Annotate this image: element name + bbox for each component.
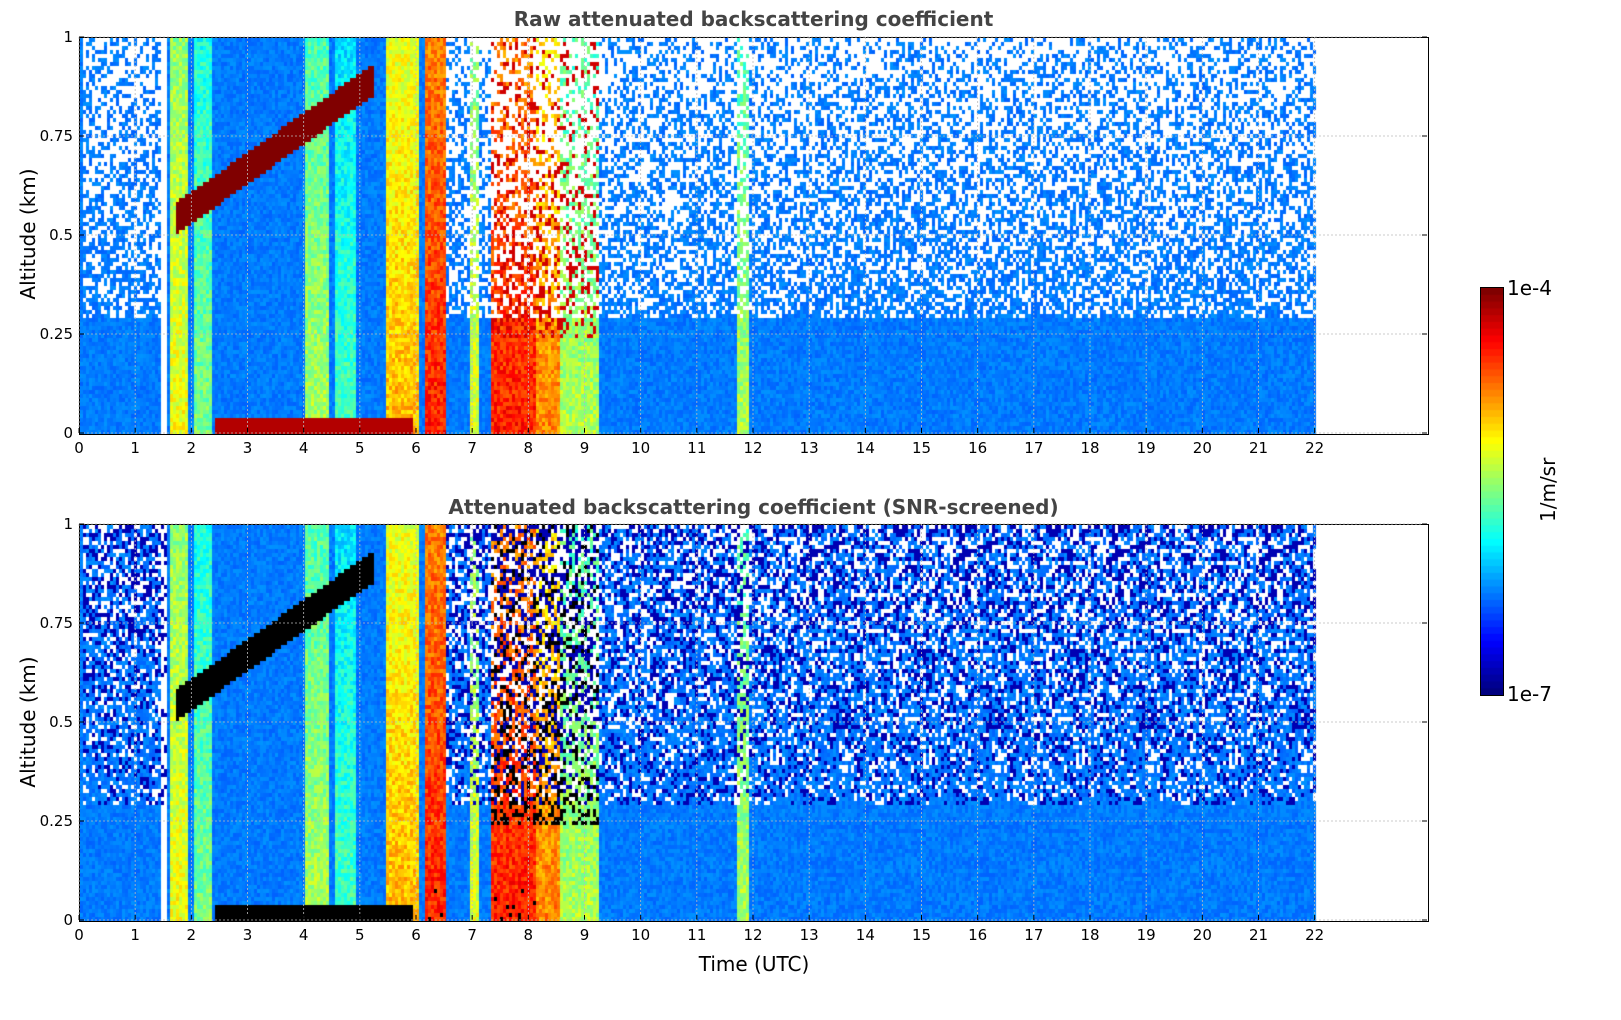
x-tick-label: 8: [523, 439, 534, 457]
x-tick-label: 15: [911, 926, 932, 944]
y-tick-label: 0: [63, 911, 73, 929]
panel2-plot-area: [79, 524, 1429, 922]
x-tick-label: 17: [1024, 926, 1044, 944]
colorbar-max-label: 1e-4: [1507, 276, 1552, 300]
x-tick-label: 21: [1248, 926, 1269, 944]
x-tick-label: 2: [186, 926, 197, 944]
panel1-title: Raw attenuated backscattering coefficien…: [513, 7, 994, 31]
panel2-title: Attenuated backscattering coefficient (S…: [448, 495, 1059, 519]
colorbar-min-label: 1e-7: [1507, 682, 1552, 706]
x-tick-label: 9: [579, 439, 590, 457]
colorbar-gradient: [1481, 288, 1503, 695]
x-tick-label: 4: [298, 439, 309, 457]
x-tick-label: 2: [186, 439, 197, 457]
x-tick-label: 3: [242, 439, 253, 457]
x-tick-label: 18: [1080, 439, 1100, 457]
x-tick-label: 13: [799, 439, 819, 457]
x-tick-label: 22: [1305, 439, 1325, 457]
x-tick-label: 8: [523, 926, 534, 944]
x-tick-label: 20: [1192, 439, 1212, 457]
y-tick-label: 0: [63, 424, 73, 442]
x-tick-label: 5: [355, 439, 365, 457]
x-tick-label: 20: [1192, 926, 1212, 944]
x-tick-label: 1: [130, 439, 140, 457]
y-tick-label: 0.5: [49, 713, 73, 731]
x-tick-label: 7: [467, 926, 477, 944]
x-tick-label: 9: [579, 926, 590, 944]
y-tick-label: 0.75: [39, 614, 73, 632]
panel2-heatmap: [80, 525, 1428, 921]
panel2-xlabel: Time (UTC): [698, 952, 810, 976]
x-tick-label: 11: [687, 439, 707, 457]
panel1-heatmap: [80, 38, 1428, 434]
x-tick-label: 6: [411, 926, 421, 944]
x-tick-label: 16: [968, 439, 988, 457]
x-tick-label: 6: [411, 439, 421, 457]
x-tick-label: 14: [855, 439, 875, 457]
y-tick-label: 0.25: [39, 812, 73, 830]
y-tick-label: 1: [63, 515, 73, 533]
y-tick-label: 0.5: [49, 226, 73, 244]
x-tick-label: 0: [74, 926, 84, 944]
x-tick-label: 21: [1248, 439, 1269, 457]
x-tick-label: 7: [467, 439, 477, 457]
x-tick-label: 18: [1080, 926, 1100, 944]
x-tick-label: 17: [1024, 439, 1044, 457]
x-tick-label: 12: [743, 439, 763, 457]
x-tick-label: 14: [855, 926, 875, 944]
x-tick-label: 12: [743, 926, 763, 944]
x-tick-label: 19: [1136, 926, 1156, 944]
x-tick-label: 11: [687, 926, 707, 944]
x-tick-label: 22: [1305, 926, 1325, 944]
x-tick-label: 10: [631, 926, 651, 944]
x-tick-label: 19: [1136, 439, 1156, 457]
x-tick-label: 0: [74, 439, 84, 457]
x-tick-label: 10: [631, 439, 651, 457]
x-tick-label: 13: [799, 926, 819, 944]
y-tick-label: 1: [63, 28, 73, 46]
x-tick-label: 5: [355, 926, 365, 944]
colorbar-unit-label: 1/m/sr: [1536, 457, 1560, 522]
x-tick-label: 15: [911, 439, 932, 457]
colorbar: [1480, 287, 1504, 696]
x-tick-label: 1: [130, 926, 140, 944]
panel1-plot-area: [79, 37, 1429, 435]
x-tick-label: 16: [968, 926, 988, 944]
y-tick-label: 0.25: [39, 325, 73, 343]
x-tick-label: 3: [242, 926, 253, 944]
y-tick-label: 0.75: [39, 127, 73, 145]
x-tick-label: 4: [298, 926, 309, 944]
